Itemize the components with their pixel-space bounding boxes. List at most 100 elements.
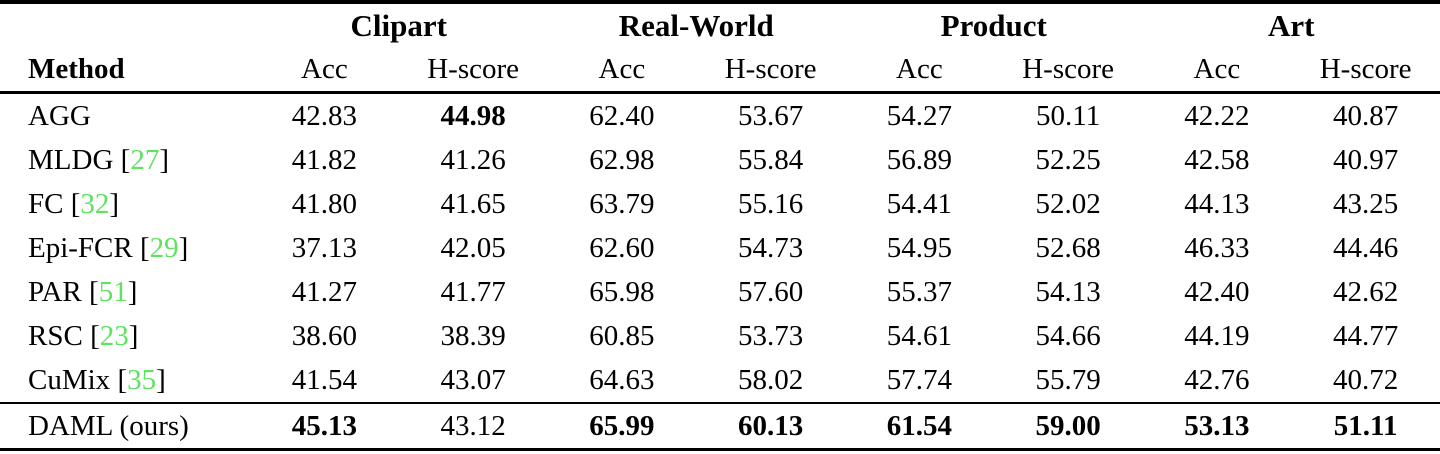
value-cell: 46.33 xyxy=(1184,231,1250,264)
col-header-art-hscore: H-score xyxy=(1291,47,1440,94)
value-cell: 52.02 xyxy=(1035,187,1101,220)
value-cell: 62.60 xyxy=(589,231,655,264)
value-cell: 55.79 xyxy=(1035,363,1101,396)
value-cell: 43.12 xyxy=(398,402,548,450)
method-name: DAML (ours) xyxy=(28,409,189,442)
value-cell: 54.95 xyxy=(886,231,952,264)
table-row: Epi-FCR [29] 37.13 42.05 62.60 54.73 54.95 52.… xyxy=(0,226,1440,270)
method-cell: MLDG [27] xyxy=(28,143,169,176)
method-name: FC xyxy=(28,187,64,220)
value-cell: 44.19 xyxy=(1184,319,1250,352)
value-cell: 41.54 xyxy=(291,363,357,396)
value-cell: 42.83 xyxy=(291,99,357,132)
value-cell: 42.40 xyxy=(1184,275,1250,308)
value-cell: 44.77 xyxy=(1333,319,1399,352)
value-cell: 43.07 xyxy=(440,363,506,396)
value-cell: 56.89 xyxy=(886,143,952,176)
group-header-product: Product xyxy=(940,7,1047,43)
group-header-spacer xyxy=(0,2,250,47)
group-header-real-world: Real-World xyxy=(618,7,774,43)
method-cell: Epi-FCR [29] xyxy=(28,231,189,264)
table-row: MLDG [27] 41.82 41.26 62.98 55.84 56.89 52.25 4… xyxy=(0,138,1440,182)
value-cell: 44.13 xyxy=(1184,187,1250,220)
value-cell: 53.13 xyxy=(1142,402,1292,450)
value-cell: 42.58 xyxy=(1184,143,1250,176)
method-column-header: Method xyxy=(0,47,250,94)
value-cell: 55.16 xyxy=(738,187,804,220)
value-cell: 45.13 xyxy=(250,402,399,450)
value-cell: 54.66 xyxy=(1035,319,1101,352)
citation-link[interactable]: 51 xyxy=(98,275,128,308)
value-cell: 50.11 xyxy=(1036,99,1101,132)
table-row: CuMix [35] 41.54 43.07 64.63 58.02 57.74 55.79… xyxy=(0,358,1440,403)
value-cell: 42.76 xyxy=(1184,363,1250,396)
value-cell: 40.87 xyxy=(1333,99,1399,132)
method-name: MLDG xyxy=(28,143,114,176)
method-cell: AGG xyxy=(0,93,250,139)
method-name: PAR xyxy=(28,275,82,308)
value-cell: 57.74 xyxy=(886,363,952,396)
col-header-real-world-acc: Acc xyxy=(547,47,697,94)
value-cell: 41.27 xyxy=(291,275,357,308)
value-cell: 52.68 xyxy=(1035,231,1101,264)
value-cell: 54.73 xyxy=(738,231,804,264)
method-name: AGG xyxy=(28,99,91,132)
value-cell: 38.39 xyxy=(440,319,506,352)
value-cell: 60.85 xyxy=(589,319,655,352)
citation-link[interactable]: 23 xyxy=(99,319,129,352)
value-cell: 41.82 xyxy=(291,143,357,176)
group-header-clipart: Clipart xyxy=(350,7,447,43)
value-cell: 42.05 xyxy=(440,231,506,264)
value-cell: 44.98 xyxy=(440,99,506,132)
col-header-clipart-hscore: H-score xyxy=(398,47,548,94)
method-name: Epi-FCR xyxy=(28,231,133,264)
value-cell: 57.60 xyxy=(738,275,804,308)
value-cell: 65.99 xyxy=(547,402,697,450)
value-cell: 43.25 xyxy=(1333,187,1399,220)
method-cell: DAML (ours) xyxy=(0,402,250,450)
value-cell: 62.40 xyxy=(589,99,655,132)
group-header-row: Clipart Real-World Product Art xyxy=(0,2,1440,47)
col-header-product-hscore: H-score xyxy=(993,47,1143,94)
value-cell: 65.98 xyxy=(589,275,655,308)
table-row: FC [32] 41.80 41.65 63.79 55.16 54.41 52.02 44.… xyxy=(0,182,1440,226)
value-cell: 52.25 xyxy=(1035,143,1101,176)
table-row: AGG 42.83 44.98 62.40 53.67 54.27 50.11 42.22 40… xyxy=(0,93,1440,139)
value-cell: 38.60 xyxy=(291,319,357,352)
value-cell: 54.27 xyxy=(886,99,952,132)
sub-header-row: Method Acc H-score Acc H-score Acc H-sco… xyxy=(0,47,1440,94)
value-cell: 54.41 xyxy=(886,187,952,220)
value-cell: 54.13 xyxy=(1035,275,1101,308)
value-cell: 41.77 xyxy=(440,275,506,308)
value-cell: 58.02 xyxy=(738,363,804,396)
value-cell: 40.97 xyxy=(1333,143,1399,176)
value-cell: 44.46 xyxy=(1333,231,1399,264)
value-cell: 60.13 xyxy=(696,402,845,450)
value-cell: 62.98 xyxy=(589,143,655,176)
results-table-body: AGG 42.83 44.98 62.40 53.67 54.27 50.11 42.22 40… xyxy=(0,93,1440,450)
citation-link[interactable]: 32 xyxy=(80,187,110,220)
col-header-clipart-acc: Acc xyxy=(250,47,399,94)
value-cell: 61.54 xyxy=(845,402,994,450)
value-cell: 41.80 xyxy=(291,187,357,220)
group-header-art: Art xyxy=(1268,7,1315,43)
method-name: CuMix xyxy=(28,363,111,396)
value-cell: 54.61 xyxy=(886,319,952,352)
method-name: RSC xyxy=(28,319,83,352)
value-cell: 40.72 xyxy=(1333,363,1399,396)
value-cell: 55.37 xyxy=(886,275,952,308)
col-header-real-world-hscore: H-score xyxy=(696,47,845,94)
method-cell: RSC [23] xyxy=(28,319,139,352)
citation-link[interactable]: 35 xyxy=(127,363,157,396)
col-header-product-acc: Acc xyxy=(845,47,994,94)
method-cell: FC [32] xyxy=(28,187,120,220)
value-cell: 64.63 xyxy=(589,363,655,396)
citation-link[interactable]: 27 xyxy=(130,143,160,176)
value-cell: 55.84 xyxy=(738,143,804,176)
method-cell: PAR [51] xyxy=(28,275,138,308)
table-row: RSC [23] 38.60 38.39 60.85 53.73 54.61 54.66 44… xyxy=(0,314,1440,358)
value-cell: 41.65 xyxy=(440,187,506,220)
citation-link[interactable]: 29 xyxy=(149,231,179,264)
